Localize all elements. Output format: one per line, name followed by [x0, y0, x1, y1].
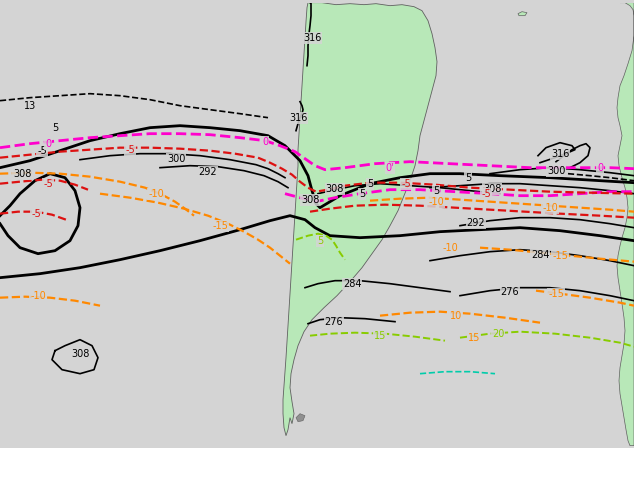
Text: -5: -5 [125, 145, 135, 155]
Text: 308: 308 [301, 195, 319, 205]
Text: 292: 292 [198, 167, 217, 177]
Text: 308: 308 [71, 349, 89, 359]
Text: -5: -5 [481, 189, 491, 198]
Text: -15: -15 [548, 289, 564, 299]
Text: 316: 316 [289, 113, 307, 122]
Text: -15: -15 [212, 220, 228, 231]
Text: -10: -10 [148, 189, 164, 198]
Text: 308: 308 [483, 184, 501, 194]
Text: 0: 0 [597, 163, 603, 172]
Text: 13: 13 [24, 100, 36, 111]
Text: -10: -10 [30, 291, 46, 301]
Text: 0: 0 [262, 137, 268, 147]
Text: 0: 0 [45, 139, 51, 148]
Text: 5: 5 [433, 186, 439, 196]
Text: -10: -10 [542, 203, 558, 213]
Text: Height/Temp. 700 hPa [gdmp][°C] ECMWF: Height/Temp. 700 hPa [gdmp][°C] ECMWF [6, 459, 256, 469]
Text: -10: -10 [428, 196, 444, 207]
Text: -5: -5 [43, 179, 53, 189]
Text: 300: 300 [547, 166, 565, 176]
Text: -10: -10 [442, 243, 458, 253]
Text: 292: 292 [467, 218, 485, 228]
Text: 5: 5 [317, 236, 323, 245]
Polygon shape [296, 414, 305, 422]
Text: 5: 5 [367, 179, 373, 189]
Text: -5: -5 [37, 146, 47, 156]
Text: 316: 316 [303, 33, 321, 43]
Text: ©weatheronline.co.uk: ©weatheronline.co.uk [486, 479, 621, 489]
Text: 300: 300 [167, 154, 185, 164]
Text: 284: 284 [531, 250, 549, 260]
Text: 276: 276 [325, 317, 344, 327]
Text: 10: 10 [450, 311, 462, 320]
Polygon shape [283, 2, 437, 436]
Text: -5: -5 [31, 209, 41, 219]
Text: Su 29-09-2024 12:00 UTC (12+144): Su 29-09-2024 12:00 UTC (12+144) [349, 459, 565, 469]
Text: -15: -15 [552, 251, 568, 261]
Polygon shape [617, 2, 634, 446]
Text: 5: 5 [359, 189, 365, 198]
Text: 5: 5 [52, 122, 58, 133]
Text: 308: 308 [326, 184, 344, 194]
Text: 0': 0' [385, 163, 394, 172]
Text: 15: 15 [374, 331, 386, 341]
Text: 276: 276 [501, 287, 519, 296]
Text: 316: 316 [551, 148, 569, 159]
Text: 308: 308 [13, 169, 31, 179]
Text: -5: -5 [401, 179, 411, 189]
Text: 5: 5 [465, 172, 471, 183]
Text: 284: 284 [343, 279, 361, 289]
Text: 20: 20 [492, 329, 504, 339]
Polygon shape [518, 12, 527, 16]
Text: 15: 15 [468, 333, 480, 343]
